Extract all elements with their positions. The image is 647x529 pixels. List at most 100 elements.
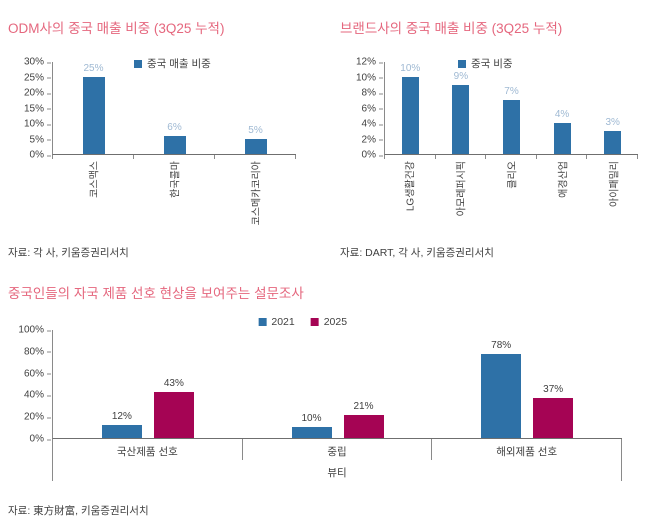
legend-label: 중국 비중 — [471, 58, 513, 70]
bar-group: 10% — [385, 62, 436, 154]
bar-group: 25% — [53, 62, 134, 154]
bar-value-label: 5% — [248, 124, 263, 136]
legend-label: 2021 — [271, 316, 295, 328]
bar-group: 12% 43% — [53, 330, 243, 438]
y-axis-tick-label: 0% — [29, 433, 52, 445]
category-column: 10% 21% — [243, 330, 433, 438]
legend-swatch — [134, 59, 142, 68]
bar-slot: 3% — [604, 62, 622, 154]
x-axis-category-text: 국산제품 선호 — [116, 446, 178, 458]
category-column: 5% — [215, 62, 296, 154]
x-axis-category-label: 해외제품 선호 — [432, 439, 623, 460]
x-axis-category-text: 코스메카코리아 — [251, 161, 263, 226]
chart-legend: 중국 매출 비중 — [134, 56, 211, 71]
y-axis-tick-label: 0% — [29, 149, 52, 161]
legend-label: 2025 — [323, 316, 348, 328]
x-axis-tick — [486, 155, 537, 159]
chart-title: 브랜드사의 중국 매출 비중 (3Q25 누적) — [340, 21, 563, 36]
bar-slot: 10% — [400, 62, 420, 154]
category-column: 25% — [53, 62, 134, 154]
x-axis: LG생활건강 아모레퍼시픽 클리오 애경산업 아이패밀리 — [384, 155, 638, 243]
source-note: 자료: 각 사, 키움증권리서치 — [8, 247, 129, 259]
bar-group: 10% 21% — [243, 330, 433, 438]
x-axis: 코스맥스 한국콜마 코스메카코리아 — [52, 155, 296, 243]
category-column: 6% — [134, 62, 215, 154]
bar-slot: 25% — [82, 62, 105, 154]
bar-slot: 6% — [163, 62, 186, 154]
legend-swatch — [458, 59, 466, 68]
bar-value-label: 4% — [554, 109, 570, 121]
y-axis: 100% 80% 60% 40% 20% 0% — [8, 325, 52, 445]
bar — [401, 77, 419, 154]
bar-group: 9% — [436, 62, 487, 154]
bar-group: 6% — [134, 62, 215, 154]
legend-item: 중국 매출 비중 — [134, 56, 211, 71]
bar — [163, 135, 186, 154]
y-axis-tick-label: 15% — [23, 103, 52, 114]
bar-group: 4% — [537, 62, 588, 154]
chart-body: 중국 비중 12% 10% 8% 6% 4% 2% 0% 10% 9% 7% 4% 3% — [340, 57, 638, 161]
bar — [101, 425, 142, 438]
x-axis-tick — [537, 155, 588, 159]
x-axis-labels: 국산제품 선호 중립 해외제품 선호 — [52, 439, 623, 460]
legend-swatch — [310, 318, 319, 326]
chart-legend: 2021 2025 — [258, 316, 347, 328]
bar-slot: 78% — [481, 330, 522, 438]
x-axis-category-label: 중립 — [243, 439, 433, 460]
bar-value-label: 21% — [353, 401, 374, 413]
y-axis-tick-label: 4% — [361, 118, 384, 130]
y-axis-tick-label: 2% — [361, 134, 384, 145]
x-axis-category-text: 클리오 — [507, 161, 519, 189]
bar-slot: 43% — [153, 330, 194, 438]
bar-value-label: 78% — [491, 339, 512, 351]
chart-title: ODM사의 중국 매출 비중 (3Q25 누적) — [8, 21, 225, 36]
x-axis-labels: LG생활건강 아모레퍼시픽 클리오 애경산업 아이패밀리 — [384, 159, 638, 243]
y-axis-tick-label: 100% — [18, 324, 51, 336]
y-axis-tick-label: 12% — [355, 56, 384, 68]
legend-item: 중국 비중 — [458, 56, 513, 71]
bar — [481, 353, 522, 438]
bar — [533, 398, 574, 438]
plot-area: 25% 6% 5% — [52, 62, 296, 155]
bar-value-label: 12% — [111, 411, 132, 423]
category-column: 7% — [486, 62, 537, 154]
bar — [604, 131, 622, 154]
bar-value-label: 43% — [163, 377, 184, 389]
y-axis-tick-label: 40% — [23, 389, 52, 401]
x-axis-category-text: LG생활건강 — [405, 161, 417, 212]
y-axis-tick-label: 6% — [361, 103, 384, 114]
plot-area: 12% 43% 10% 21% 78% 37% — [52, 330, 622, 439]
category-column: 78% 37% — [432, 330, 622, 438]
bar-group: 5% — [215, 62, 296, 154]
bar — [502, 100, 520, 154]
y-axis-tick-label: 80% — [23, 346, 52, 358]
y-axis-tick-label: 10% — [355, 72, 384, 83]
chart-title: 중국인들의 자국 제품 선호 현상을 보여주는 설문조사 — [8, 286, 304, 301]
y-axis: 12% 10% 8% 6% 4% 2% 0% — [340, 57, 384, 161]
y-axis-tick-label: 20% — [23, 87, 52, 99]
x-axis-category-text: 애경산업 — [558, 161, 570, 198]
odm-china-revenue-chart: ODM사의 중국 매출 비중 (3Q25 누적) 중국 매출 비중 30% 25%… — [8, 20, 324, 260]
x-axis-tick — [385, 155, 436, 159]
category-column: 3% — [587, 62, 638, 154]
legend-item: 2025 — [310, 316, 348, 328]
x-axis-tick — [134, 155, 215, 159]
bar-value-label: 10% — [301, 413, 322, 425]
bar-group: 78% 37% — [432, 330, 622, 438]
bar-value-label: 6% — [167, 121, 182, 133]
legend-swatch — [258, 318, 267, 326]
category-column: 10% — [385, 62, 436, 154]
bar-value-label: 37% — [543, 384, 564, 396]
y-axis: 30% 25% 20% 15% 10% 5% 0% — [8, 57, 52, 161]
x-axis-tick — [436, 155, 487, 159]
x-axis-labels: 코스맥스 한국콜마 코스메카코리아 — [52, 159, 296, 243]
bar — [82, 77, 105, 154]
source-note: 자료: DART, 각 사, 키움증권리서치 — [340, 247, 494, 259]
x-axis-tick — [53, 155, 134, 159]
x-axis-category-text: 한국콜마 — [170, 161, 182, 198]
china-consumer-survey-chart: 중국인들의 자국 제품 선호 현상을 보여주는 설문조사 2021 2025 10… — [8, 285, 642, 518]
legend-label: 중국 매출 비중 — [147, 58, 211, 70]
x-axis-tick — [215, 155, 296, 159]
x-axis-category-text: 중립 — [327, 446, 347, 458]
